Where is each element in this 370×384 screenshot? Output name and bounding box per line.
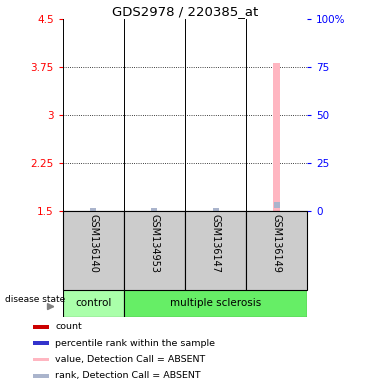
Text: GSM136149: GSM136149 xyxy=(272,214,282,272)
Bar xyxy=(124,211,185,290)
Bar xyxy=(33,341,50,345)
Text: percentile rank within the sample: percentile rank within the sample xyxy=(56,339,215,348)
Text: value, Detection Call = ABSENT: value, Detection Call = ABSENT xyxy=(56,355,206,364)
Text: disease state: disease state xyxy=(5,295,65,304)
Text: GSM136147: GSM136147 xyxy=(211,214,221,273)
Bar xyxy=(33,374,50,377)
Bar xyxy=(273,63,280,211)
Bar xyxy=(124,290,307,317)
Text: control: control xyxy=(75,298,112,308)
Text: rank, Detection Call = ABSENT: rank, Detection Call = ABSENT xyxy=(56,371,201,380)
Text: GSM134953: GSM134953 xyxy=(149,214,159,273)
Bar xyxy=(63,211,124,290)
Bar xyxy=(63,290,124,317)
Bar xyxy=(246,211,307,290)
Text: count: count xyxy=(56,323,82,331)
Text: GSM136140: GSM136140 xyxy=(88,214,98,272)
Bar xyxy=(185,211,246,290)
Text: multiple sclerosis: multiple sclerosis xyxy=(170,298,261,308)
Bar xyxy=(33,325,50,329)
Bar xyxy=(33,358,50,361)
Title: GDS2978 / 220385_at: GDS2978 / 220385_at xyxy=(112,5,258,18)
